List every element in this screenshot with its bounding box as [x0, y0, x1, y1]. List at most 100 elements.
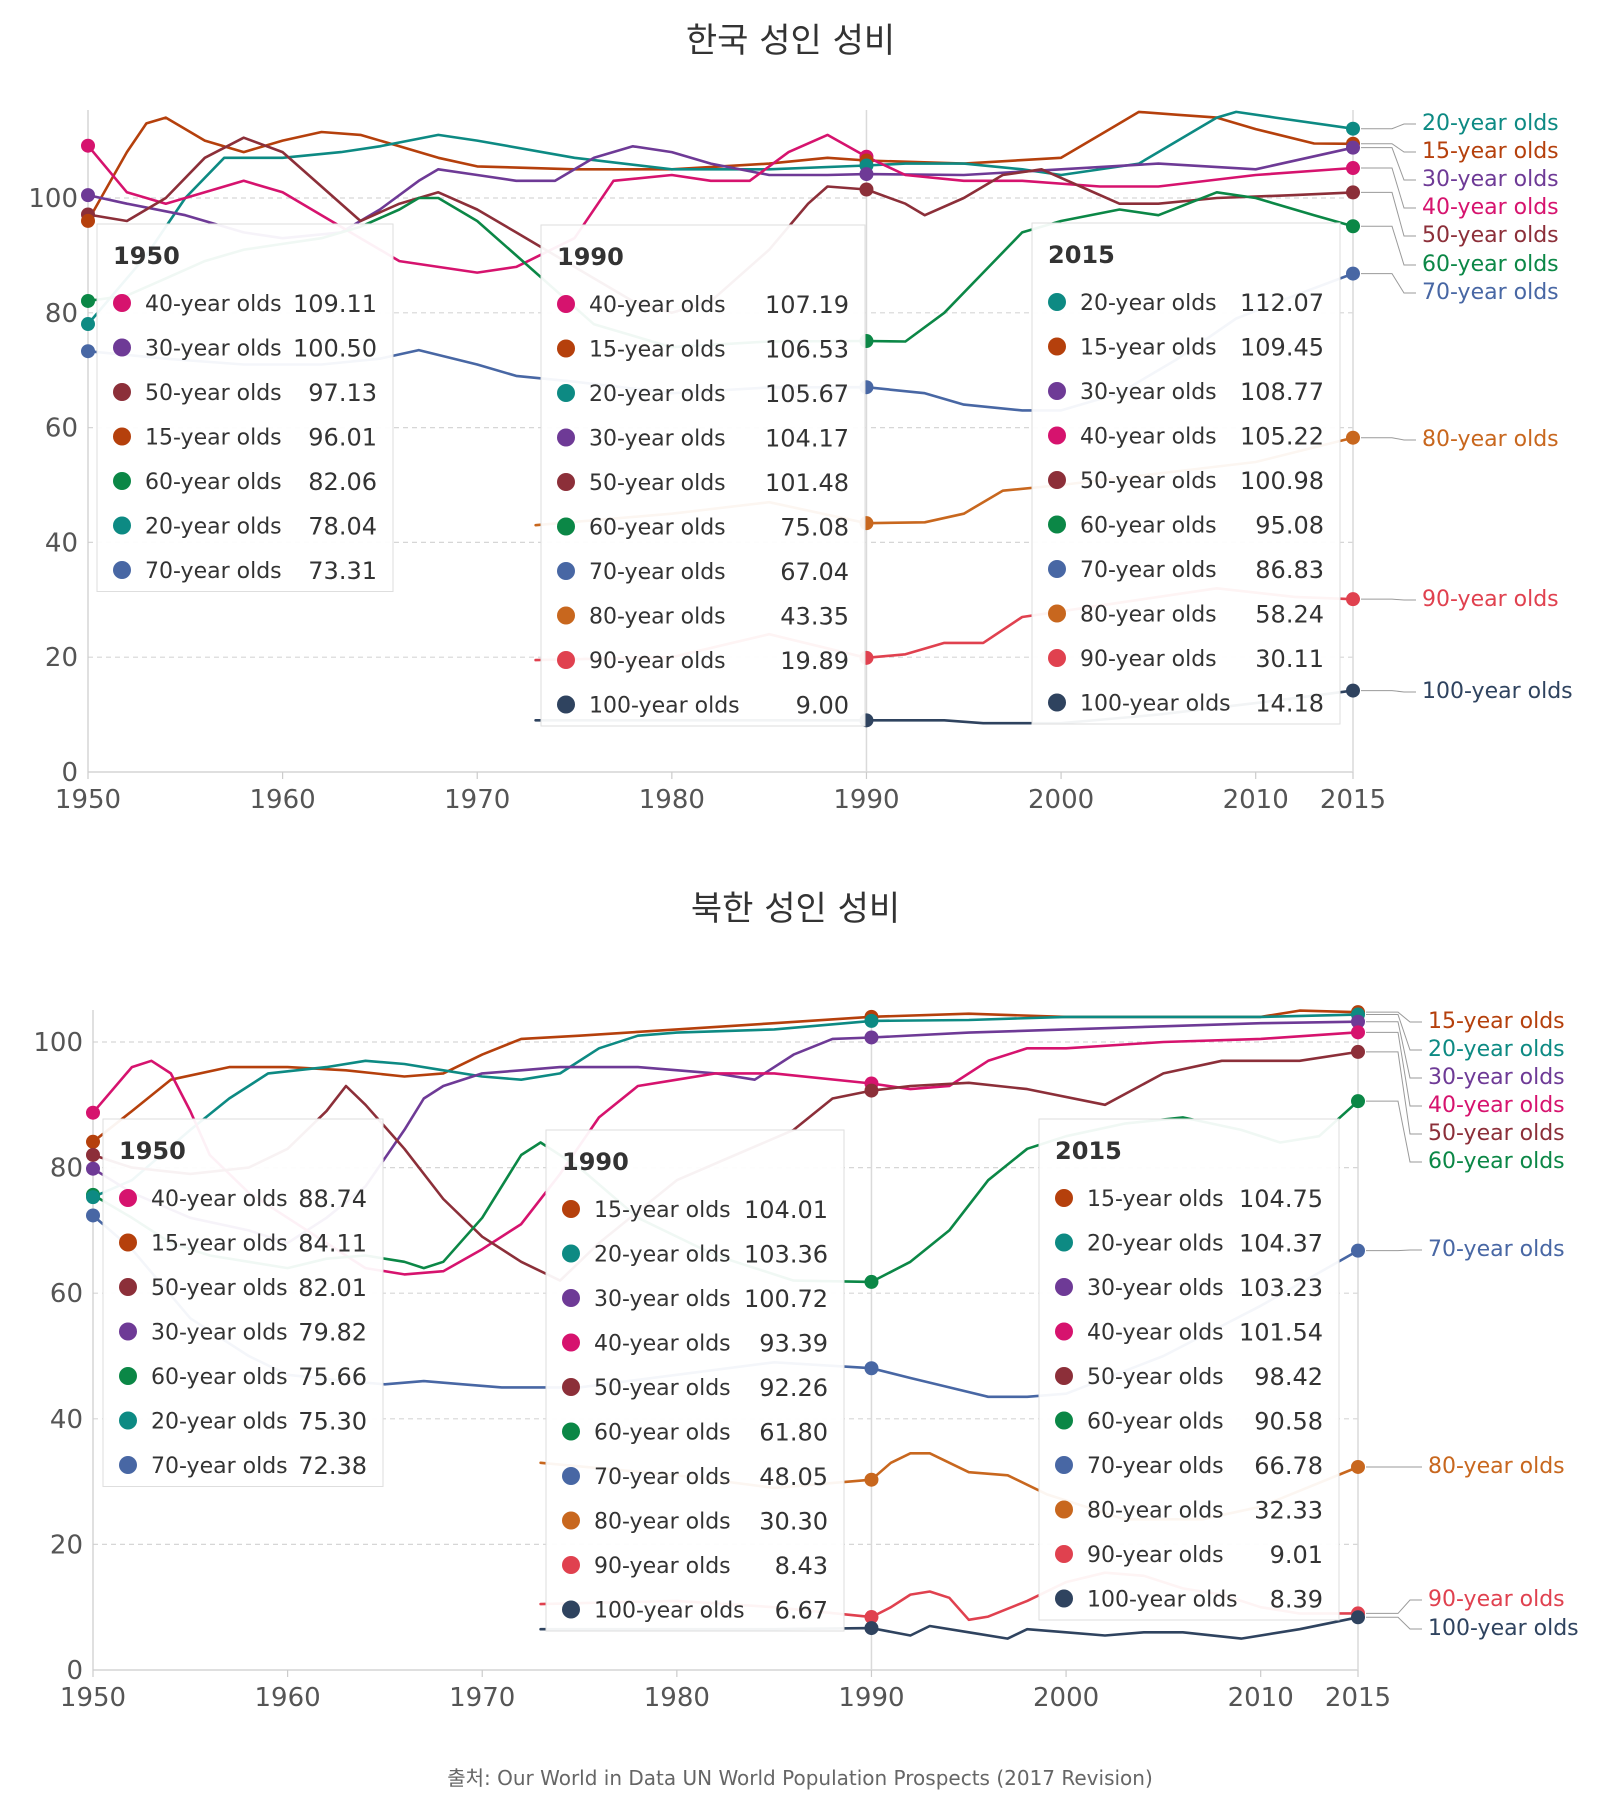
x-tick-label: 2010: [1223, 785, 1289, 815]
end-label-50-year-olds: 50-year olds: [1422, 223, 1559, 248]
tooltip-dot: [119, 1411, 137, 1430]
end-label-90-year-olds: 90-year olds: [1428, 1587, 1565, 1612]
point-100-year-olds-2015: [1346, 683, 1360, 698]
tooltip-box: [545, 1129, 845, 1632]
tooltip-dot: [557, 295, 575, 313]
point-50-year-olds-2015: [1346, 185, 1360, 200]
end-label-leader: [1361, 191, 1416, 237]
tooltip-dot: [1055, 1233, 1073, 1252]
tooltip-series-name: 50-year olds: [145, 381, 282, 406]
tooltip-value: 96.01: [308, 424, 377, 452]
point-70-year-olds-1950: [81, 344, 95, 359]
tooltip-series-name: 15-year olds: [594, 1198, 731, 1223]
x-tick-label: 1970: [449, 1683, 515, 1713]
point-20-year-olds-1990: [864, 1013, 879, 1028]
tooltip-series-name: 60-year olds: [1087, 1410, 1224, 1435]
chart-2: 북한 성인 성비 0 20 40 60 80 100 1950 1960 1970 1980 1990…: [33, 889, 1578, 1713]
tooltip-dot: [557, 384, 575, 402]
y-tick-label: 20: [50, 1530, 83, 1560]
x-tick-label: 1960: [255, 1683, 321, 1713]
tooltip-value: 105.67: [765, 380, 849, 408]
y-tick-label: 100: [28, 184, 78, 214]
end-label-40-year-olds: 40-year olds: [1428, 1093, 1565, 1118]
tooltip-2015: 2015 20-year olds 112.07 15-year olds 109.45…: [1031, 222, 1341, 725]
end-label-80-year-olds: 80-year olds: [1428, 1454, 1565, 1479]
tooltip-series-name: 15-year olds: [151, 1232, 288, 1257]
tooltip-dot: [562, 1244, 580, 1263]
tooltip-box: [1031, 222, 1341, 725]
tooltip-box: [1038, 1118, 1340, 1621]
end-label-90-year-olds: 90-year olds: [1422, 587, 1559, 612]
tooltip-value: 30.11: [1255, 645, 1324, 673]
tooltip-value: 75.30: [298, 1408, 367, 1436]
tooltip-dot: [562, 1200, 580, 1218]
end-label-30-year-olds: 30-year olds: [1428, 1065, 1565, 1090]
y-tick-label: 40: [50, 1405, 83, 1435]
end-label-leader: [1361, 225, 1416, 266]
tooltip-value: 112.07: [1240, 289, 1324, 317]
y-tick-label: 0: [66, 1656, 83, 1686]
x-tick-label: 2010: [1228, 1683, 1294, 1713]
end-label-40-year-olds: 40-year olds: [1422, 195, 1559, 220]
tooltip-series-name: 80-year olds: [1080, 603, 1217, 628]
tooltip-value: 101.48: [765, 469, 849, 497]
tooltip-dot: [1055, 1456, 1073, 1474]
end-label-20-year-olds: 20-year olds: [1422, 111, 1559, 136]
tooltip-value: 100.50: [293, 335, 377, 363]
tooltip-dot: [562, 1289, 580, 1307]
end-label-15-year-olds: 15-year olds: [1422, 139, 1559, 164]
tooltip-year: 1950: [119, 1137, 186, 1165]
tooltip-series-name: 15-year olds: [145, 426, 282, 451]
tooltip-1950: 1950 40-year olds 88.74 15-year olds 84.11 50…: [102, 1118, 384, 1487]
point-70-year-olds-1990: [864, 1361, 879, 1376]
tooltip-value: 73.31: [308, 557, 377, 585]
chart-title: 한국 성인 성비: [686, 21, 895, 61]
tooltip-dot: [1048, 604, 1066, 623]
tooltip-value: 93.39: [759, 1330, 828, 1358]
source-note: 출처: Our World in Data UN World Populatio…: [447, 1766, 1153, 1790]
tooltip-series-name: 40-year olds: [1087, 1321, 1224, 1346]
end-label-50-year-olds: 50-year olds: [1428, 1121, 1565, 1146]
x-tick-label: 2000: [1028, 785, 1094, 815]
tooltip-value: 95.08: [1255, 512, 1324, 540]
tooltip-series-name: 15-year olds: [589, 338, 726, 363]
tooltip-series-name: 60-year olds: [594, 1421, 731, 1446]
tooltip-dot: [1048, 693, 1066, 712]
tooltip-dot: [1048, 471, 1066, 489]
point-40-year-olds-1950: [86, 1105, 100, 1120]
tooltip-series-name: 50-year olds: [151, 1276, 288, 1301]
x-tick-label: 1950: [55, 785, 121, 815]
tooltip-dot: [113, 427, 131, 446]
tooltip-value: 103.36: [744, 1241, 828, 1269]
tooltip-value: 75.08: [780, 514, 849, 542]
point-15-year-olds-1950: [86, 1134, 100, 1149]
tooltip-year: 1950: [113, 242, 180, 270]
tooltip-value: 97.13: [308, 379, 377, 407]
tooltip-series-name: 60-year olds: [589, 516, 726, 541]
point-50-year-olds-1950: [86, 1147, 100, 1162]
tooltip-series-name: 30-year olds: [1080, 380, 1217, 405]
tooltip-dot: [113, 383, 131, 401]
end-label-100-year-olds: 100-year olds: [1422, 679, 1573, 704]
tooltip-value: 75.66: [298, 1363, 367, 1391]
tooltip-value: 107.19: [765, 291, 849, 319]
tooltip-dot: [562, 1511, 580, 1530]
tooltip-dot: [557, 695, 575, 714]
tooltip-dot: [1055, 1322, 1073, 1341]
end-label-leader: [1361, 690, 1416, 693]
end-label-100-year-olds: 100-year olds: [1428, 1616, 1579, 1641]
point-50-year-olds-2015: [1351, 1044, 1365, 1059]
tooltip-value: 8.39: [1270, 1586, 1323, 1614]
point-100-year-olds-1990: [864, 1621, 879, 1636]
tooltip-dot: [1055, 1278, 1073, 1296]
tooltip-value: 72.38: [298, 1452, 367, 1480]
tooltip-value: 100.98: [1240, 467, 1324, 495]
tooltip-dot: [562, 1467, 580, 1485]
tooltip-value: 6.67: [775, 1597, 828, 1625]
tooltip-value: 8.43: [775, 1552, 828, 1580]
end-label-60-year-olds: 60-year olds: [1428, 1149, 1565, 1174]
tooltip-series-name: 70-year olds: [594, 1465, 731, 1490]
tooltip-value: 98.42: [1254, 1363, 1323, 1391]
tooltip-series-name: 70-year olds: [151, 1454, 288, 1479]
tooltip-dot: [1048, 382, 1066, 400]
